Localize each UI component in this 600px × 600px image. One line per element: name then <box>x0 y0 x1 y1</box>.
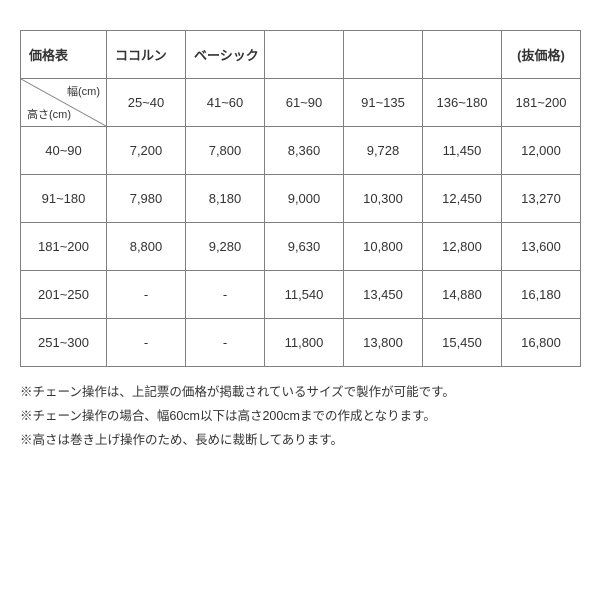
price-cell: 8,360 <box>265 127 344 175</box>
width-col: 61~90 <box>265 79 344 127</box>
price-cell: 8,180 <box>186 175 265 223</box>
price-cell: 9,280 <box>186 223 265 271</box>
note-line: ※チェーン操作は、上記票の価格が掲載されているサイズで製作が可能です。 <box>20 381 580 405</box>
price-cell: 12,450 <box>423 175 502 223</box>
height-label: 高さ(cm) <box>27 106 71 122</box>
price-cell: 12,000 <box>502 127 581 175</box>
height-cell: 251~300 <box>21 319 107 367</box>
price-cell: 13,270 <box>502 175 581 223</box>
note-line: ※高さは巻き上げ操作のため、長めに裁断してあります。 <box>20 429 580 453</box>
price-cell: - <box>186 271 265 319</box>
header-blank <box>423 31 502 79</box>
height-cell: 91~180 <box>21 175 107 223</box>
notes-block: ※チェーン操作は、上記票の価格が掲載されているサイズで製作が可能です。 ※チェー… <box>20 381 580 452</box>
note-line: ※チェーン操作の場合、幅60cm以下は高さ200cmまでの作成となります。 <box>20 405 580 429</box>
price-cell: 10,800 <box>344 223 423 271</box>
price-cell: - <box>107 271 186 319</box>
table-row: 181~200 8,800 9,280 9,630 10,800 12,800 … <box>21 223 581 271</box>
table-title: 価格表 <box>21 31 107 79</box>
price-cell: 11,540 <box>265 271 344 319</box>
price-cell: 9,728 <box>344 127 423 175</box>
price-cell: 7,200 <box>107 127 186 175</box>
width-col: 25~40 <box>107 79 186 127</box>
price-cell: - <box>186 319 265 367</box>
price-table: 価格表 ココルン ベーシック (抜価格) 幅(cm) 高さ(cm) 25~40 … <box>20 30 581 367</box>
header-blank <box>265 31 344 79</box>
price-note: (抜価格) <box>502 31 581 79</box>
width-label: 幅(cm) <box>67 83 100 99</box>
height-cell: 181~200 <box>21 223 107 271</box>
header-row: 価格表 ココルン ベーシック (抜価格) <box>21 31 581 79</box>
price-cell: 7,800 <box>186 127 265 175</box>
table-row: 201~250 - - 11,540 13,450 14,880 16,180 <box>21 271 581 319</box>
price-cell: 16,180 <box>502 271 581 319</box>
price-cell: 8,800 <box>107 223 186 271</box>
price-cell: 7,980 <box>107 175 186 223</box>
price-cell: 14,880 <box>423 271 502 319</box>
price-cell: 15,450 <box>423 319 502 367</box>
diagonal-header: 幅(cm) 高さ(cm) <box>21 79 107 127</box>
price-cell: 13,450 <box>344 271 423 319</box>
price-cell: 16,800 <box>502 319 581 367</box>
height-cell: 40~90 <box>21 127 107 175</box>
price-cell: 12,800 <box>423 223 502 271</box>
price-cell: 9,000 <box>265 175 344 223</box>
table-row: 91~180 7,980 8,180 9,000 10,300 12,450 1… <box>21 175 581 223</box>
width-col: 41~60 <box>186 79 265 127</box>
width-col: 136~180 <box>423 79 502 127</box>
width-col: 181~200 <box>502 79 581 127</box>
price-cell: 11,800 <box>265 319 344 367</box>
price-cell: 13,600 <box>502 223 581 271</box>
height-cell: 201~250 <box>21 271 107 319</box>
price-cell: 10,300 <box>344 175 423 223</box>
price-cell: 11,450 <box>423 127 502 175</box>
price-cell: 13,800 <box>344 319 423 367</box>
brand-1: ココルン <box>107 31 186 79</box>
table-row: 40~90 7,200 7,800 8,360 9,728 11,450 12,… <box>21 127 581 175</box>
price-cell: - <box>107 319 186 367</box>
width-col: 91~135 <box>344 79 423 127</box>
header-blank <box>344 31 423 79</box>
price-cell: 9,630 <box>265 223 344 271</box>
brand-2: ベーシック <box>186 31 265 79</box>
table-row: 251~300 - - 11,800 13,800 15,450 16,800 <box>21 319 581 367</box>
width-row: 幅(cm) 高さ(cm) 25~40 41~60 61~90 91~135 13… <box>21 79 581 127</box>
